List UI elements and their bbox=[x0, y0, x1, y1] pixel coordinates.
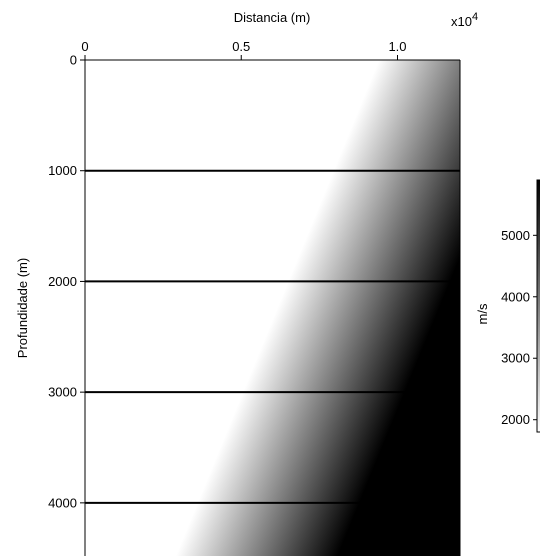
colorbar: 2000 3000 4000 5000 m/s bbox=[475, 179, 540, 433]
y-axis-title: Profundidade (m) bbox=[15, 258, 30, 358]
x-tick-label: 1.0 bbox=[388, 39, 406, 54]
x-axis-exponent: x104 bbox=[451, 11, 478, 29]
velocity-gradient-field bbox=[85, 60, 460, 556]
colorbar-tick-label: 4000 bbox=[501, 289, 530, 304]
colorbar-tick-label: 3000 bbox=[501, 351, 530, 366]
y-axis: 0 1000 2000 3000 4000 bbox=[48, 53, 85, 510]
heatmap-plot bbox=[84, 59, 461, 556]
y-tick-label: 0 bbox=[70, 53, 77, 68]
colorbar-label: m/s bbox=[475, 303, 490, 324]
colorbar-gradient bbox=[536, 179, 540, 433]
y-tick-label: 3000 bbox=[48, 385, 77, 400]
colorbar-ticks: 2000 3000 4000 5000 bbox=[501, 228, 537, 427]
x-tick-label: 0.5 bbox=[232, 39, 250, 54]
x-exponent-base: x10 bbox=[451, 14, 472, 29]
colorbar-tick-label: 2000 bbox=[501, 412, 530, 427]
x-axis: 0 0.5 1.0 bbox=[81, 39, 407, 60]
y-tick-label: 1000 bbox=[48, 163, 77, 178]
x-axis-title: Distancia (m) bbox=[234, 10, 311, 25]
x-tick-label: 0 bbox=[81, 39, 88, 54]
y-tick-label: 2000 bbox=[48, 274, 77, 289]
x-exponent-power: 4 bbox=[472, 11, 478, 23]
y-tick-label: 4000 bbox=[48, 495, 77, 510]
colorbar-tick-label: 5000 bbox=[501, 228, 530, 243]
interface-lines bbox=[85, 169, 460, 504]
